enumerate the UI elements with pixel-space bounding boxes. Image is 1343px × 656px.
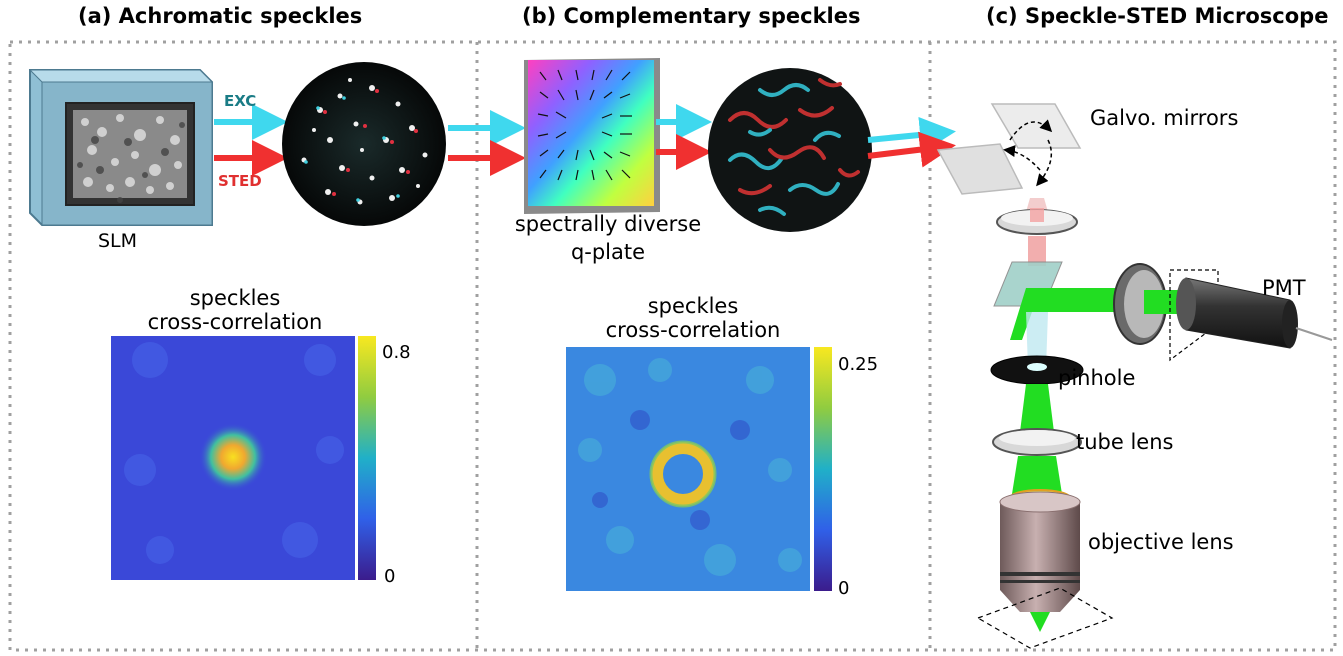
- sted-label: STED: [218, 172, 262, 190]
- objective-lens-body: [999, 489, 1081, 632]
- panel-b-title: (b) Complementary speckles: [522, 4, 861, 28]
- panel-a-title: (a) Achromatic speckles: [78, 4, 363, 28]
- colorbar-b-max: 0.25: [838, 354, 879, 375]
- green-beam-1: [1020, 384, 1054, 432]
- slm-label: SLM: [98, 230, 138, 252]
- objective-label: objective lens: [1088, 530, 1234, 554]
- colorbar-a-max: 0.8: [382, 342, 411, 363]
- tube-lens: [992, 428, 1082, 456]
- colorbar-b: [814, 347, 832, 591]
- green-beam-2: [1012, 456, 1062, 494]
- pinhole-label: pinhole: [1058, 366, 1136, 390]
- achromatic-speckle-image: [282, 62, 446, 226]
- heatmap-b-title-2: cross-correlation: [605, 318, 781, 342]
- qplate-label-1: spectrally diverse: [514, 212, 702, 236]
- colorbar-b-min: 0: [838, 578, 850, 599]
- sted-beam-4: [867, 131, 956, 168]
- heatmap-b-title-1: speckles: [647, 294, 739, 318]
- exc-label: EXC: [224, 92, 257, 110]
- beam-lower: [1026, 312, 1048, 368]
- pmt-filter: [1113, 263, 1182, 345]
- panel-c-title: (c) Speckle-STED Microscope: [986, 4, 1329, 28]
- qplate-label-2: q-plate: [570, 240, 646, 264]
- tube-lens-label: tube lens: [1076, 430, 1174, 454]
- colorbar-a-min: 0: [384, 566, 396, 587]
- exc-beam-4: [867, 116, 956, 153]
- slm-device: [28, 69, 214, 226]
- pmt-detector: [1169, 269, 1333, 362]
- heatmap-b: [566, 347, 832, 591]
- scan-lens: [996, 208, 1078, 235]
- heatmap-a-title-2: cross-correlation: [147, 310, 323, 334]
- beam-middle: [1028, 236, 1046, 266]
- complementary-speckle-image: [708, 68, 872, 232]
- pinhole-disk: [990, 355, 1084, 385]
- galvo-mirrors: [936, 103, 1082, 195]
- heatmap-a: [111, 336, 376, 580]
- galvo-label: Galvo. mirrors: [1090, 106, 1239, 130]
- sample-plane: [976, 587, 1114, 649]
- q-plate: [524, 58, 660, 214]
- fluorescence-beam: [1010, 288, 1115, 340]
- colorbar-a: [358, 336, 376, 580]
- heatmap-a-title-1: speckles: [189, 286, 281, 310]
- pmt-label: PMT: [1262, 276, 1306, 300]
